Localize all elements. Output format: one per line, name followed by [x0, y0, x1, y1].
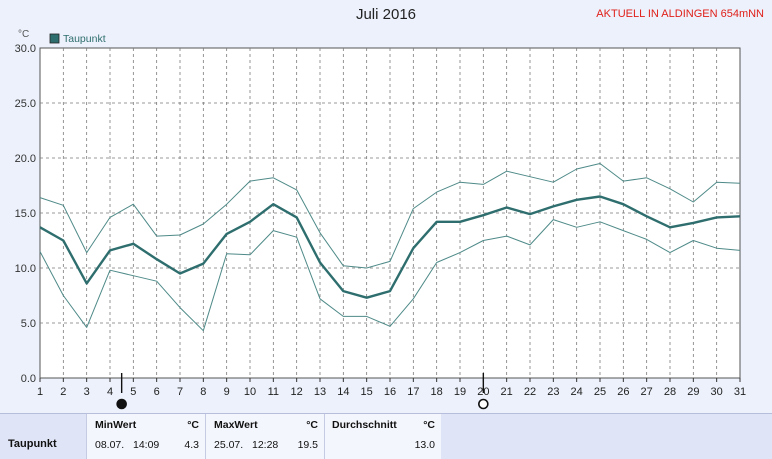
max-header: MaxWert — [214, 419, 258, 431]
x-tick-label: 1 — [37, 386, 43, 398]
x-tick-label: 12 — [291, 386, 303, 398]
y-tick-label: 10.0 — [15, 263, 36, 275]
x-tick-label: 4 — [107, 386, 113, 398]
x-tick-label: 26 — [617, 386, 629, 398]
station-label: AKTUELL IN ALDINGEN 654mNN — [596, 8, 764, 20]
y-tick-label: 15.0 — [15, 208, 36, 220]
min-header: MinWert — [95, 419, 137, 431]
legend-swatch — [49, 33, 60, 44]
series-line-mean — [39, 195, 741, 299]
x-tick-label: 21 — [501, 386, 513, 398]
stats-row-label-cell: Taupunkt — [0, 414, 86, 459]
min-time: 14:09 — [133, 439, 160, 451]
x-tick-label: 16 — [384, 386, 396, 398]
x-tick-label: 13 — [314, 386, 326, 398]
legend: Taupunkt — [49, 33, 106, 45]
series-line-min — [39, 219, 741, 332]
x-tick-label: 29 — [687, 386, 699, 398]
x-tick-label: 14 — [337, 386, 349, 398]
x-tick-label: 8 — [200, 386, 206, 398]
x-tick-label: 11 — [268, 386, 279, 398]
min-cell: MinWert °C 08.07. 14:09 4.3 — [86, 414, 205, 459]
x-tick-label: 25 — [594, 386, 606, 398]
y-axis-unit: °C — [18, 29, 29, 40]
avg-header: Durchschnitt — [332, 419, 397, 431]
x-tick-label: 23 — [547, 386, 559, 398]
min-unit: °C — [187, 419, 199, 431]
min-value: 4.3 — [184, 439, 199, 451]
stats-row-label: Taupunkt — [8, 438, 57, 450]
max-cell: MaxWert °C 25.07. 12:28 19.5 — [205, 414, 324, 459]
new-moon-icon — [116, 398, 127, 410]
x-tick-label: 30 — [711, 386, 723, 398]
x-tick-label: 19 — [454, 386, 466, 398]
full-moon-icon — [478, 398, 489, 410]
x-tick-label: 7 — [177, 386, 183, 398]
min-date: 08.07. — [95, 439, 125, 451]
max-value: 19.5 — [297, 439, 318, 451]
x-tick-label: 28 — [664, 386, 676, 398]
x-tick-label: 31 — [734, 386, 746, 398]
avg-unit: °C — [423, 419, 435, 431]
avg-value: 13.0 — [414, 439, 435, 451]
max-time: 12:28 — [252, 439, 279, 451]
series-line-max — [39, 163, 741, 269]
x-tick-label: 22 — [524, 386, 536, 398]
x-tick-label: 3 — [84, 386, 90, 398]
legend-label: Taupunkt — [63, 33, 106, 45]
x-tick-label: 6 — [154, 386, 160, 398]
x-tick-label: 10 — [244, 386, 256, 398]
avg-cell: Durchschnitt °C 13.0 — [324, 414, 441, 459]
x-tick-label: 15 — [361, 386, 373, 398]
x-tick-label: 9 — [224, 386, 230, 398]
x-tick-label: 2 — [60, 386, 66, 398]
dew-point-chart: 0.05.010.015.020.025.030.01 2 3 4 5 6 7 8 9 10 11 1… — [15, 29, 746, 410]
x-tick-label: 18 — [431, 386, 443, 398]
stats-panel: Taupunkt MinWert °C 08.07. 14:09 4.3 Max… — [0, 413, 772, 459]
x-tick-label: 5 — [130, 386, 136, 398]
x-tick-label: 27 — [641, 386, 653, 398]
x-tick-label: 24 — [571, 386, 583, 398]
y-tick-label: 0.0 — [21, 373, 36, 385]
y-tick-label: 30.0 — [15, 43, 36, 55]
max-unit: °C — [306, 419, 318, 431]
chart-title: Juli 2016 — [355, 6, 417, 23]
y-tick-label: 5.0 — [21, 318, 36, 330]
x-tick-label: 17 — [407, 386, 419, 398]
y-tick-label: 25.0 — [15, 98, 36, 110]
max-date: 25.07. — [214, 439, 244, 451]
y-tick-label: 20.0 — [15, 153, 36, 165]
